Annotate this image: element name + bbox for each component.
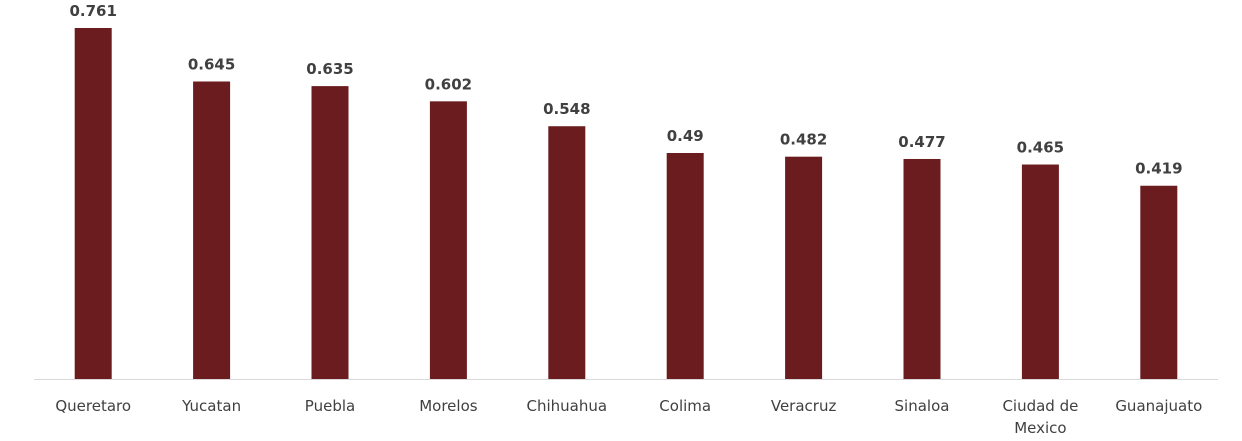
bar-morelos bbox=[429, 101, 467, 379]
category-label: Chihuahua bbox=[527, 397, 608, 415]
bar-colima bbox=[666, 152, 704, 379]
data-label: 0.635 bbox=[306, 60, 353, 78]
category-label: Queretaro bbox=[55, 397, 131, 415]
data-label: 0.419 bbox=[1135, 160, 1182, 178]
value-labels-group: 0.761 0.645 0.635 0.602 0.548 0.49 0.482 0.477 0… bbox=[69, 2, 1182, 178]
category-label: Yucatan bbox=[181, 397, 241, 415]
bar-puebla bbox=[311, 86, 349, 380]
bar-chihuahua bbox=[548, 126, 586, 379]
category-label-line: Puebla bbox=[305, 397, 355, 415]
category-label-line: Chihuahua bbox=[527, 397, 608, 415]
category-label: Colima bbox=[659, 397, 711, 415]
category-label: Sinaloa bbox=[895, 397, 950, 415]
data-label: 0.602 bbox=[425, 75, 472, 93]
category-label-line: Ciudad de bbox=[1002, 397, 1078, 415]
category-label: Morelos bbox=[419, 397, 478, 415]
data-label: 0.49 bbox=[667, 127, 704, 145]
data-label: 0.645 bbox=[188, 55, 235, 73]
category-label-line: Mexico bbox=[1014, 419, 1066, 437]
category-label: Veracruz bbox=[771, 397, 837, 415]
data-label: 0.482 bbox=[780, 131, 827, 149]
data-label: 0.548 bbox=[543, 100, 590, 118]
bar-sinaloa bbox=[903, 158, 941, 379]
category-label: Ciudad de Mexico bbox=[1002, 397, 1078, 437]
category-label-line: Guanajuato bbox=[1115, 397, 1202, 415]
bar-yucatan bbox=[193, 81, 231, 380]
category-label-line: Sinaloa bbox=[895, 397, 950, 415]
data-label: 0.477 bbox=[898, 133, 945, 151]
category-label: Puebla bbox=[305, 397, 355, 415]
bar-ciudad-de-mexico bbox=[1021, 164, 1059, 379]
category-label: Guanajuato bbox=[1115, 397, 1202, 415]
bar-guanajuato bbox=[1140, 185, 1178, 379]
data-label: 0.465 bbox=[1017, 139, 1064, 157]
category-label-line: Yucatan bbox=[181, 397, 241, 415]
category-labels-group: Queretaro Yucatan Puebla Morelos Chihuahua Co… bbox=[55, 397, 1202, 437]
data-label: 0.761 bbox=[69, 2, 116, 20]
category-label-line: Veracruz bbox=[771, 397, 837, 415]
bars-group bbox=[74, 27, 1178, 380]
category-label-line: Morelos bbox=[419, 397, 478, 415]
bar-queretaro bbox=[74, 27, 112, 380]
bar-veracruz bbox=[785, 156, 823, 379]
category-label-line: Queretaro bbox=[55, 397, 131, 415]
category-label-line: Colima bbox=[659, 397, 711, 415]
